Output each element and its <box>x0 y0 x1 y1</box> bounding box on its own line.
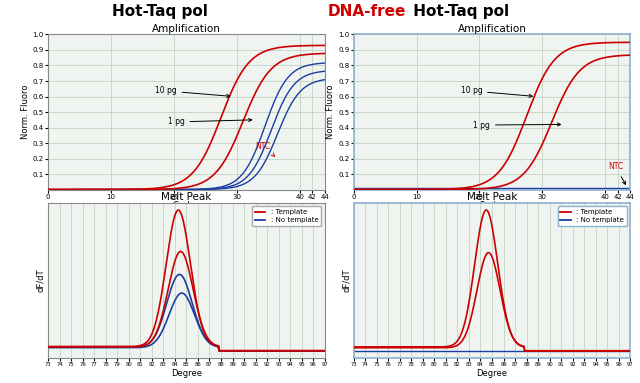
Text: NTC: NTC <box>609 162 625 184</box>
X-axis label: Cycles: Cycles <box>173 201 200 210</box>
Y-axis label: dF/dT: dF/dT <box>36 269 45 292</box>
Legend: : Template, : No template: : Template, : No template <box>557 206 627 226</box>
Title: Amplification: Amplification <box>458 24 527 34</box>
Text: Hot-Taq pol: Hot-Taq pol <box>408 4 509 19</box>
Title: Melt Peak: Melt Peak <box>161 192 212 202</box>
X-axis label: Degree: Degree <box>477 369 508 378</box>
X-axis label: Cycles: Cycles <box>478 201 506 210</box>
Text: NTC: NTC <box>255 142 275 156</box>
Text: 10 pg: 10 pg <box>155 87 230 97</box>
Text: Hot-Taq pol: Hot-Taq pol <box>112 4 208 19</box>
Legend: : Template, : No template: : Template, : No template <box>252 206 321 226</box>
Text: 1 pg: 1 pg <box>473 121 561 129</box>
X-axis label: Degree: Degree <box>171 369 202 378</box>
Y-axis label: Norm. Fluoro: Norm. Fluoro <box>326 85 335 139</box>
Title: Melt Peak: Melt Peak <box>467 192 517 202</box>
Title: Amplification: Amplification <box>152 24 221 34</box>
Text: 10 pg: 10 pg <box>461 87 532 97</box>
Y-axis label: Norm. Fluoro: Norm. Fluoro <box>21 85 30 139</box>
Text: DNA-free: DNA-free <box>328 4 406 19</box>
Y-axis label: dF/dT: dF/dT <box>342 269 351 292</box>
Text: 1 pg: 1 pg <box>168 118 252 126</box>
